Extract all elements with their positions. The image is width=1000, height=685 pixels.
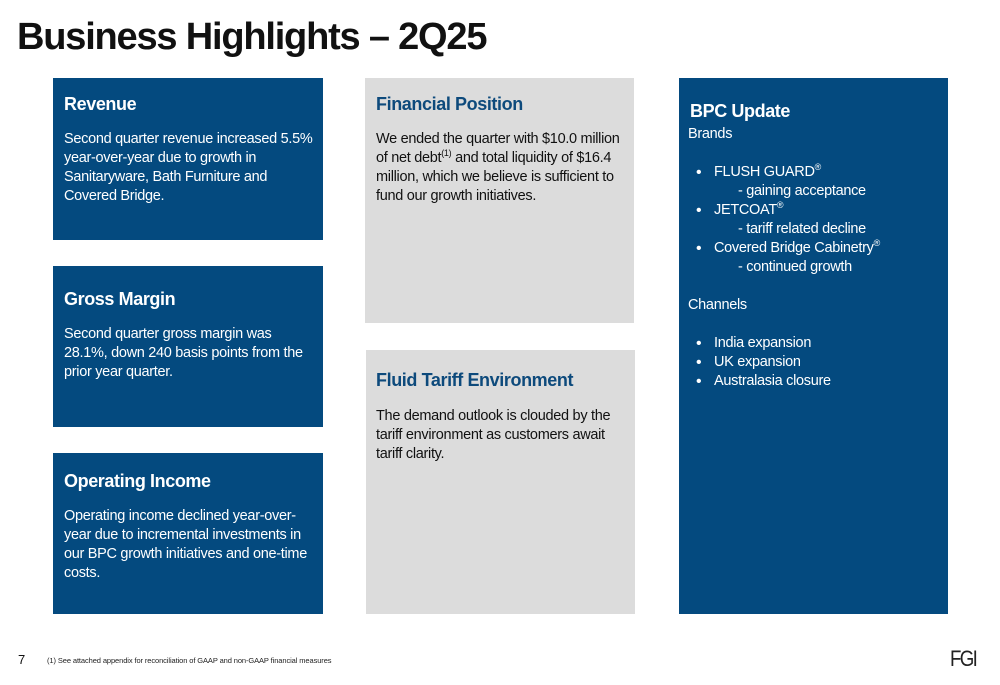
revenue-heading: Revenue [64, 94, 137, 114]
fluid-tariff-panel: Fluid Tariff Environment The demand outl… [366, 350, 635, 614]
channel-item: India expansion [696, 334, 940, 353]
channels-list: India expansion UK expansion Australasia… [688, 334, 940, 391]
brands-label: Brands [688, 126, 733, 142]
brand-note: - tariff related decline [738, 221, 866, 237]
gross-margin-heading: Gross Margin [64, 289, 176, 309]
page-number: 7 [18, 652, 26, 667]
bpc-update-heading: BPC Update [690, 101, 791, 121]
fgi-logo: FGI [950, 646, 978, 671]
registered-mark: ® [873, 238, 881, 248]
financial-position-body: We ended the quarter with $10.0 million … [376, 130, 626, 206]
brand-note: - gaining acceptance [738, 183, 866, 199]
financial-position-text-1: We ended the quarter with $10.0 million … [376, 131, 620, 166]
channel-item: UK expansion [696, 353, 940, 372]
brand-item: JETCOAT® - tariff related decline [696, 200, 940, 239]
brand-item: Covered Bridge Cabinetry® - continued gr… [696, 238, 940, 277]
brand-item: FLUSH GUARD® - gaining acceptance [696, 162, 940, 201]
brands-list: FLUSH GUARD® - gaining acceptance JETCOA… [688, 163, 940, 277]
financial-position-heading: Financial Position [376, 94, 523, 114]
fluid-tariff-heading: Fluid Tariff Environment [376, 370, 574, 390]
brand-name: Covered Bridge Cabinetry [714, 240, 874, 256]
channel-item: Australasia closure [696, 372, 940, 391]
operating-income-body: Operating income declined year-over-year… [64, 508, 307, 581]
bpc-update-panel: BPC Update Brands FLUSH GUARD® - gaining… [679, 78, 948, 614]
gross-margin-panel: Gross Margin Second quarter gross margin… [53, 266, 323, 427]
footnote: (1) See attached appendix for reconcilia… [47, 656, 332, 665]
revenue-panel: Revenue Second quarter revenue increased… [53, 78, 323, 240]
operating-income-heading: Operating Income [64, 471, 211, 491]
operating-income-panel: Operating Income Operating income declin… [53, 453, 323, 614]
fluid-tariff-body: The demand outlook is clouded by the tar… [376, 408, 611, 462]
financial-position-text-2: and total liquidity of $16.4 million, wh… [376, 150, 614, 204]
brand-note: - continued growth [738, 259, 852, 275]
revenue-body: Second quarter revenue increased 5.5% ye… [64, 131, 313, 204]
footnote-reference: (1) [441, 148, 452, 158]
gross-margin-body: Second quarter gross margin was 28.1%, d… [64, 326, 303, 380]
page-title: Business Highlights – 2Q25 [17, 16, 487, 58]
channels-label: Channels [688, 297, 747, 313]
registered-mark: ® [814, 162, 822, 172]
registered-mark: ® [776, 200, 784, 210]
brand-name: JETCOAT [714, 202, 777, 218]
financial-position-panel: Financial Position We ended the quarter … [365, 78, 634, 323]
brand-name: FLUSH GUARD [714, 164, 815, 180]
